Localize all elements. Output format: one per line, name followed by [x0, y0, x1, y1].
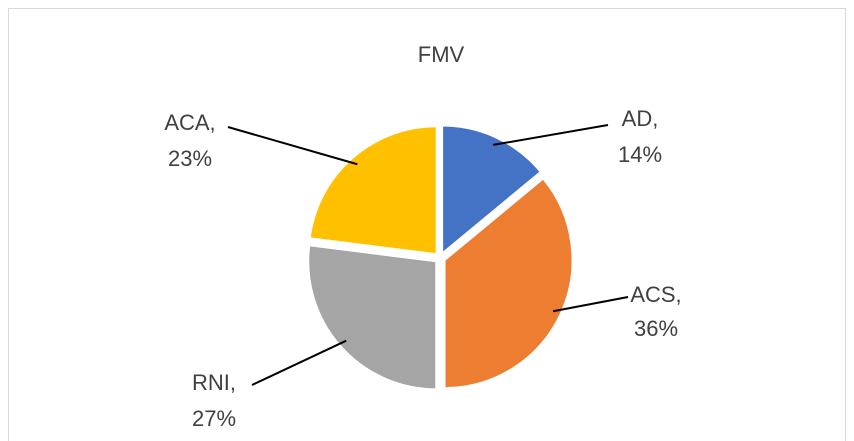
- leader-line: [227, 126, 358, 166]
- leader-line: [251, 339, 347, 386]
- data-label-category: ACA,: [164, 110, 215, 135]
- pie-slice: [308, 125, 438, 256]
- data-label-value: 27%: [192, 406, 236, 431]
- data-label-category: AD,: [622, 106, 659, 131]
- pie-slice: [441, 124, 543, 256]
- data-label-value: 14%: [618, 142, 662, 167]
- leader-line: [552, 296, 629, 313]
- data-label-value: 23%: [168, 146, 212, 171]
- data-label-category: ACS,: [630, 282, 681, 307]
- leader-line: [493, 124, 609, 146]
- pie-slice: [443, 177, 574, 390]
- chart-title: FMV: [418, 42, 465, 67]
- data-label-value: 36%: [634, 316, 678, 341]
- pie-slice: [307, 244, 438, 391]
- data-label-category: RNI,: [192, 370, 236, 395]
